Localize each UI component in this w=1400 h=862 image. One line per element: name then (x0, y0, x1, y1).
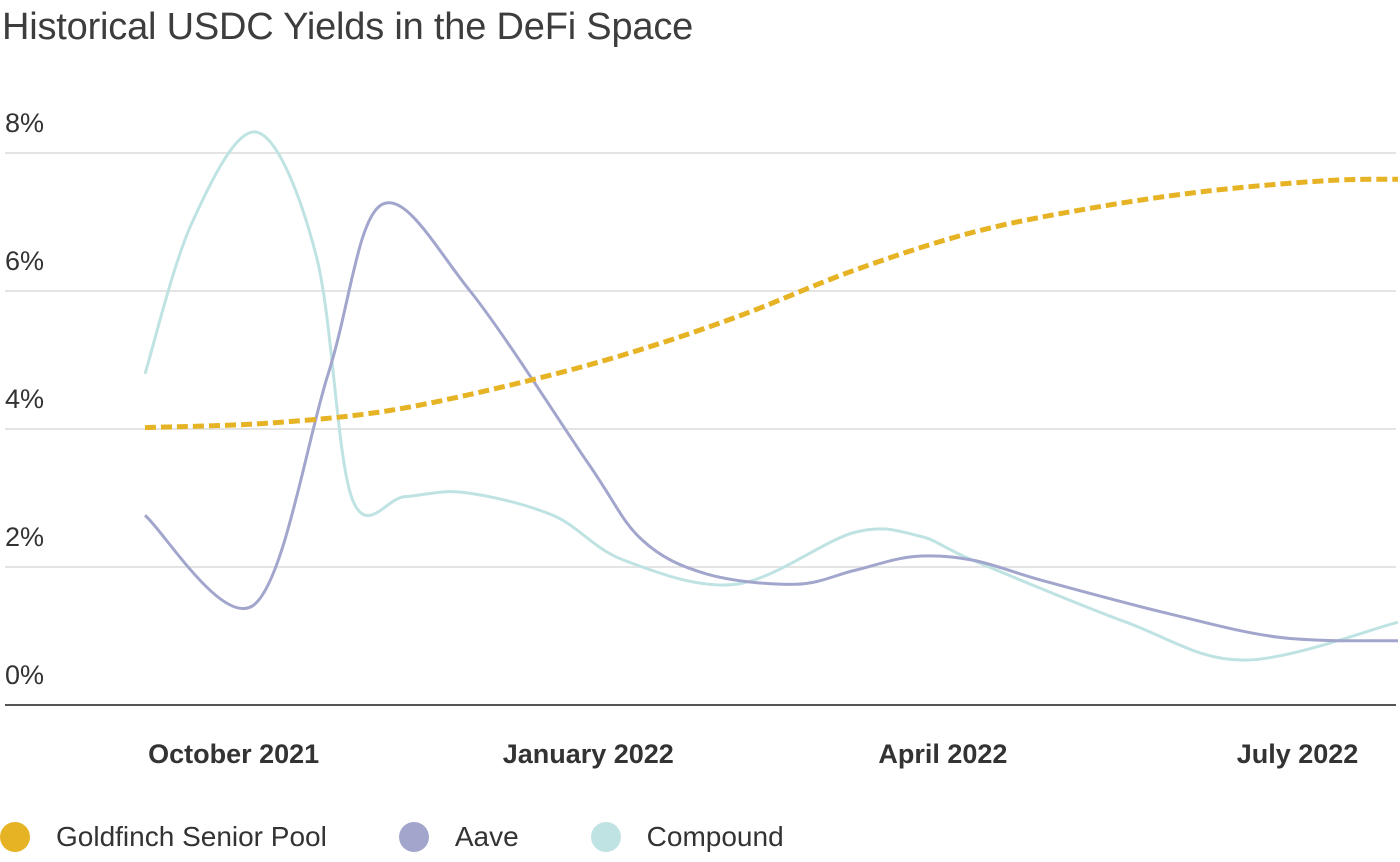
series-line-compound (143, 130, 1399, 662)
x-tick-label: April 2022 (878, 739, 1007, 769)
grid-lines (5, 152, 1396, 706)
x-tick-label: July 2022 (1237, 739, 1359, 769)
y-tick-label: 2% (5, 522, 44, 552)
chart-canvas: 0% 2% 4% 6% 8% October 2021 January 2022 April… (5, 108, 1399, 769)
x-tick-label: October 2021 (148, 739, 319, 769)
legend-label-goldfinch: Goldfinch Senior Pool (56, 821, 327, 852)
legend: Goldfinch Senior Pool Aave Compound (0, 812, 856, 862)
y-tick-label: 8% (5, 108, 44, 138)
legend-item-aave[interactable]: Aave (398, 821, 519, 853)
x-tick-label: January 2022 (503, 739, 674, 769)
legend-marker-compound (590, 822, 621, 852)
y-tick-label: 4% (5, 384, 44, 414)
series-line-goldfinch (144, 176, 1399, 431)
y-tick-label: 6% (5, 246, 44, 276)
legend-label-compound: Compound (646, 821, 784, 852)
legend-marker-aave (398, 822, 429, 852)
y-axis-ticks: 0% 2% 4% 6% 8% (5, 108, 44, 690)
series-line-aave (144, 201, 1399, 643)
legend-label-aave: Aave (454, 821, 519, 852)
chart-title: Historical USDC Yields in the DeFi Space (2, 6, 694, 48)
legend-marker-goldfinch (0, 822, 30, 852)
series-lines (143, 130, 1399, 662)
x-axis-ticks: October 2021 January 2022 April 2022 July 2… (148, 739, 1358, 769)
legend-item-compound[interactable]: Compound (590, 821, 784, 853)
legend-item-goldfinch[interactable]: Goldfinch Senior Pool (0, 821, 327, 853)
y-tick-label: 0% (5, 660, 44, 690)
